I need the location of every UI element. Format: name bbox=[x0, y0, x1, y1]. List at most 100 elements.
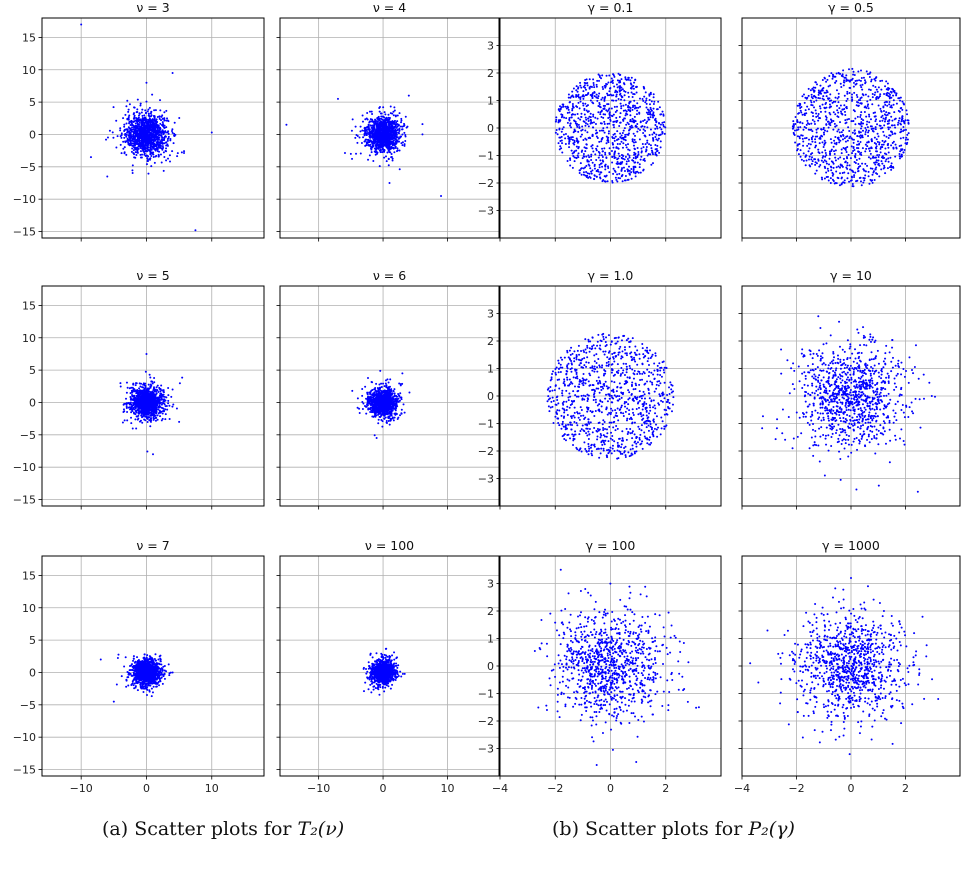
scatter-point bbox=[160, 138, 163, 141]
scatter-point bbox=[571, 90, 574, 93]
scatter-point bbox=[890, 104, 893, 107]
scatter-point bbox=[580, 129, 583, 132]
scatter-point bbox=[871, 156, 874, 159]
scatter-point bbox=[892, 94, 895, 97]
scatter-point bbox=[651, 136, 654, 139]
scatter-point bbox=[815, 112, 818, 115]
y-tick-label: 1 bbox=[487, 95, 494, 108]
scatter-point bbox=[859, 99, 862, 102]
scatter-point bbox=[376, 120, 379, 123]
scatter-point bbox=[139, 125, 142, 128]
scatter-point bbox=[875, 138, 878, 141]
scatter-point bbox=[595, 129, 598, 132]
scatter-point bbox=[834, 81, 837, 84]
scatter-point bbox=[891, 133, 894, 136]
scatter-point bbox=[851, 183, 854, 186]
scatter-point bbox=[640, 150, 643, 153]
scatter-point bbox=[803, 101, 806, 104]
scatter-point bbox=[632, 132, 635, 135]
scatter-point bbox=[619, 73, 622, 76]
scatter-point bbox=[374, 151, 377, 154]
scatter-point bbox=[371, 113, 374, 116]
scatter-point bbox=[592, 78, 595, 81]
scatter-point bbox=[842, 84, 845, 87]
scatter-point bbox=[149, 122, 152, 125]
scatter-point bbox=[559, 145, 562, 148]
scatter-point bbox=[366, 112, 369, 115]
scatter-point bbox=[901, 108, 904, 111]
scatter-point bbox=[840, 148, 843, 151]
scatter-point bbox=[907, 119, 910, 122]
scatter-point bbox=[891, 87, 894, 90]
scatter-point bbox=[150, 419, 153, 422]
scatter-point bbox=[827, 179, 830, 182]
scatter-point bbox=[377, 119, 380, 122]
scatter-point bbox=[868, 150, 871, 153]
scatter-point bbox=[851, 170, 854, 173]
scatter-point bbox=[571, 136, 574, 139]
scatter-point bbox=[634, 125, 637, 128]
scatter-point bbox=[866, 105, 869, 108]
scatter-point bbox=[384, 117, 387, 120]
scatter-point bbox=[859, 115, 862, 118]
scatter-point bbox=[813, 100, 816, 103]
scatter-point bbox=[814, 161, 817, 164]
scatter-point bbox=[372, 160, 375, 163]
scatter-point bbox=[899, 99, 902, 102]
scatter-point bbox=[839, 134, 842, 137]
scatter-point bbox=[569, 158, 572, 161]
scatter-point bbox=[384, 131, 387, 134]
scatter-point bbox=[875, 147, 878, 150]
scatter-point bbox=[864, 105, 867, 108]
scatter-point bbox=[141, 147, 144, 150]
scatter-point bbox=[608, 171, 611, 174]
scatter-point bbox=[821, 156, 824, 159]
scatter-point bbox=[824, 103, 827, 106]
scatter-point bbox=[859, 141, 862, 144]
scatter-point bbox=[154, 388, 157, 391]
scatter-point bbox=[574, 113, 577, 116]
scatter-point bbox=[890, 144, 893, 147]
scatter-point bbox=[883, 156, 886, 159]
scatter-point bbox=[575, 145, 578, 148]
scatter-point bbox=[888, 166, 891, 169]
scatter-point bbox=[440, 194, 443, 197]
scatter-point bbox=[842, 69, 845, 72]
scatter-point bbox=[143, 137, 146, 140]
scatter-point bbox=[390, 152, 393, 155]
scatter-point bbox=[601, 180, 604, 183]
scatter-point bbox=[883, 141, 886, 144]
scatter-point bbox=[147, 114, 150, 117]
scatter-point bbox=[624, 133, 627, 136]
scatter-point bbox=[615, 95, 618, 98]
scatter-point bbox=[802, 152, 805, 155]
scatter-point bbox=[377, 130, 380, 133]
scatter-point bbox=[634, 172, 637, 175]
scatter-point bbox=[366, 126, 369, 129]
scatter-point bbox=[598, 154, 601, 157]
scatter-point bbox=[661, 130, 664, 133]
scatter-point bbox=[805, 154, 808, 157]
scatter-point bbox=[617, 147, 620, 150]
scatter-point bbox=[881, 114, 884, 117]
scatter-point bbox=[568, 139, 571, 142]
scatter-point bbox=[166, 139, 169, 142]
scatter-point bbox=[139, 104, 142, 107]
scatter-point bbox=[613, 85, 616, 88]
scatter-point bbox=[624, 175, 627, 178]
scatter-point bbox=[590, 86, 593, 89]
y-tick-label: 0 bbox=[29, 128, 36, 141]
scatter-point bbox=[138, 121, 141, 124]
scatter-point bbox=[652, 96, 655, 99]
scatter-point bbox=[587, 125, 590, 128]
scatter-point bbox=[819, 163, 822, 166]
scatter-point bbox=[159, 126, 162, 129]
scatter-point bbox=[852, 73, 855, 76]
scatter-point bbox=[154, 149, 157, 152]
scatter-point bbox=[867, 95, 870, 98]
scatter-point bbox=[593, 178, 596, 181]
scatter-point bbox=[162, 151, 165, 154]
scatter-points bbox=[285, 94, 443, 197]
scatter-point bbox=[398, 149, 401, 152]
scatter-point bbox=[599, 106, 602, 109]
